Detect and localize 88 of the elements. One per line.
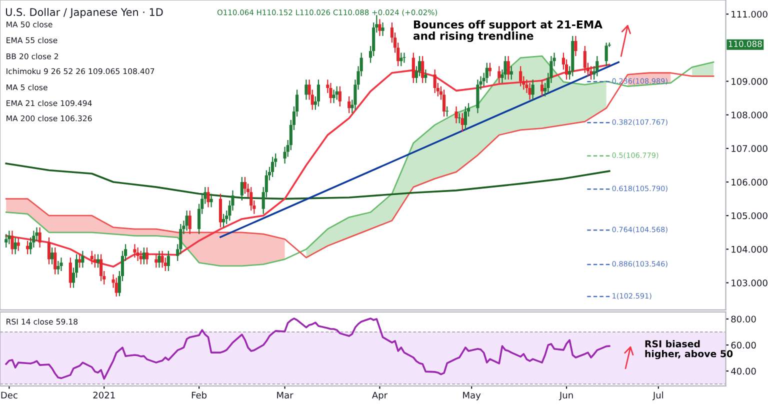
candlestick	[519, 66, 522, 87]
candlestick	[60, 257, 63, 272]
candlestick	[332, 89, 336, 104]
candlestick	[540, 79, 544, 97]
candlestick	[10, 230, 14, 255]
candlestick	[142, 246, 146, 265]
text: U.S. Dollar / Japanese Yen · 1D	[6, 8, 163, 18]
candlestick	[506, 56, 510, 80]
candlestick	[47, 236, 51, 265]
candlestick	[574, 35, 578, 57]
text: 110.088	[728, 40, 762, 48]
line-series	[5, 162, 610, 200]
candlestick	[222, 213, 226, 228]
x-tick-label: May	[463, 392, 481, 400]
candlestick	[402, 52, 406, 64]
candlestick	[271, 156, 274, 178]
candlestick	[433, 68, 436, 94]
candlestick	[136, 246, 140, 262]
candlestick	[378, 18, 382, 36]
candlestick	[100, 254, 103, 282]
candlestick	[304, 79, 308, 100]
candlestick	[188, 210, 192, 235]
x-tick-label: Apr	[372, 392, 388, 400]
candlestick	[604, 42, 608, 67]
y-tick-label: 103.000	[732, 280, 768, 286]
candlestick	[218, 193, 222, 228]
candlestick	[476, 79, 480, 114]
candlestick	[531, 79, 534, 100]
candlestick	[139, 250, 142, 265]
candlestick	[133, 244, 136, 258]
candlestick	[412, 52, 415, 84]
candlestick	[4, 234, 8, 248]
x-tick-label: Feb	[192, 392, 207, 399]
line-series	[5, 318, 610, 380]
candlestick	[338, 86, 342, 108]
candlestick	[528, 82, 532, 100]
candlestick	[14, 236, 17, 255]
candlestick	[504, 56, 507, 80]
candlestick	[114, 277, 118, 298]
candlestick	[38, 226, 42, 248]
y-tick-label: 40.00	[731, 368, 756, 375]
candlestick	[421, 56, 424, 84]
candlestick	[160, 250, 164, 268]
candlestick	[206, 186, 210, 208]
candlestick	[454, 106, 458, 124]
candlestick	[185, 210, 188, 232]
candlestick	[250, 186, 253, 212]
candlestick	[381, 22, 384, 36]
candlestick	[329, 82, 332, 104]
y-tick-label: 60.00	[731, 342, 756, 349]
y-tick-label: 104.000	[732, 246, 768, 253]
y-tick-label: 80.00	[731, 316, 756, 323]
candlestick	[460, 112, 464, 132]
annotation: Bounces off support at 21-EMA and rising trendline	[413, 20, 602, 42]
candlestick	[158, 250, 161, 268]
y-tick-label: 106.000	[732, 178, 768, 186]
candlestick	[583, 45, 586, 74]
y-tick-label: 109.000	[732, 78, 768, 85]
candlestick	[596, 56, 599, 77]
candlestick	[485, 62, 488, 84]
candlestick	[240, 176, 244, 202]
candlestick	[510, 66, 513, 80]
candlestick	[243, 176, 247, 194]
y-tick-label: 105.000	[732, 212, 768, 220]
candlestick	[498, 66, 501, 84]
candlestick	[56, 260, 60, 275]
candlestick	[54, 246, 57, 275]
y-tick-label: 111.000	[732, 10, 768, 18]
y-tick-label: 107.000	[732, 145, 768, 152]
candlestick	[424, 68, 428, 84]
candlestick	[145, 246, 149, 265]
candlestick	[316, 79, 320, 108]
candlestick	[81, 250, 84, 268]
candlestick	[166, 250, 170, 272]
candlestick	[589, 66, 593, 80]
candlestick	[464, 106, 467, 131]
candlestick	[68, 257, 72, 288]
x-tick-label: 2021	[93, 392, 115, 399]
candlestick	[348, 96, 351, 114]
x-tick-label: Jul	[652, 392, 663, 400]
y-tick-label: 108.000	[732, 112, 768, 118]
candlestick	[90, 250, 94, 265]
x-tick-label: Dec	[1, 392, 18, 399]
x-tick-label: Jun	[559, 392, 573, 400]
candlestick	[442, 89, 446, 118]
candlestick	[16, 236, 20, 252]
candlestick	[50, 246, 54, 265]
x-tick-label: Mar	[277, 392, 294, 399]
